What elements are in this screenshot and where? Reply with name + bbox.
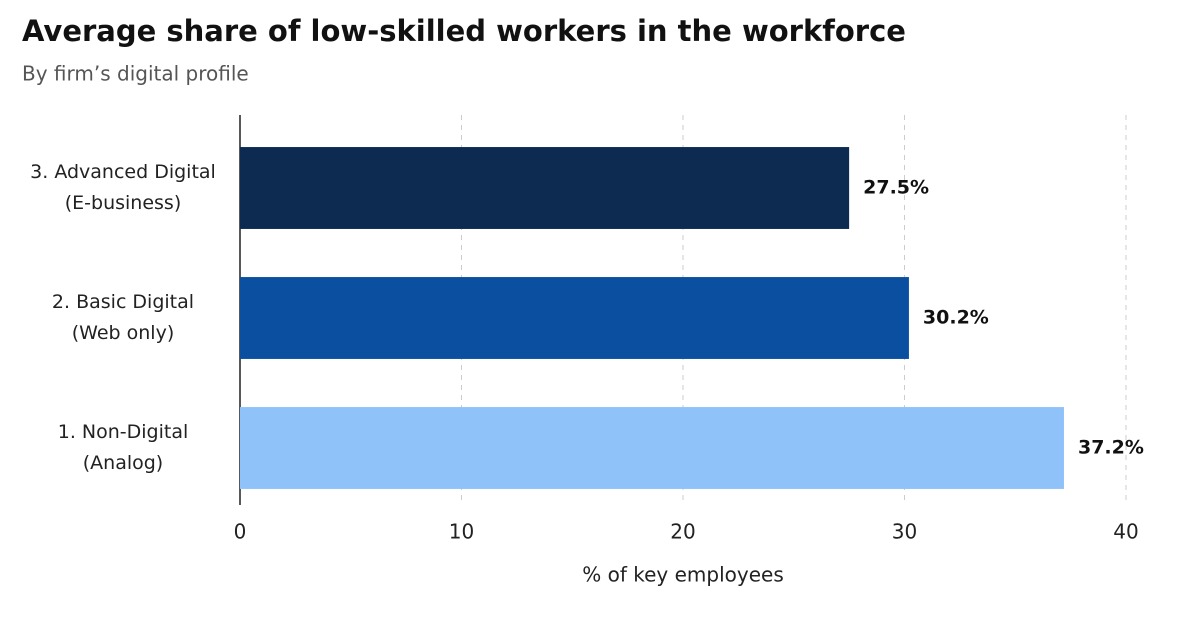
x-axis-label: % of key employees: [582, 563, 784, 587]
y-tick-label: 1. Non-Digital: [58, 421, 189, 443]
y-tick-label: 3. Advanced Digital: [30, 161, 216, 183]
x-tick-label: 0: [234, 520, 247, 544]
bar: [240, 407, 1064, 489]
y-tick-label: (Web only): [72, 322, 174, 344]
x-tick-label: 10: [449, 520, 474, 544]
x-tick-label: 40: [1113, 520, 1138, 544]
chart-subtitle: By firm’s digital profile: [22, 62, 249, 86]
y-tick-label: (E-business): [65, 192, 182, 214]
value-label: 27.5%: [863, 177, 929, 199]
y-tick-label: 2. Basic Digital: [52, 291, 194, 313]
value-label: 37.2%: [1078, 437, 1144, 459]
x-tick-label: 20: [670, 520, 695, 544]
chart-title: Average share of low-skilled workers in …: [22, 14, 906, 48]
y-tick-label: (Analog): [83, 452, 163, 474]
bar: [240, 147, 850, 229]
value-label: 30.2%: [923, 307, 989, 329]
x-tick-label: 30: [892, 520, 917, 544]
bar: [240, 277, 909, 359]
